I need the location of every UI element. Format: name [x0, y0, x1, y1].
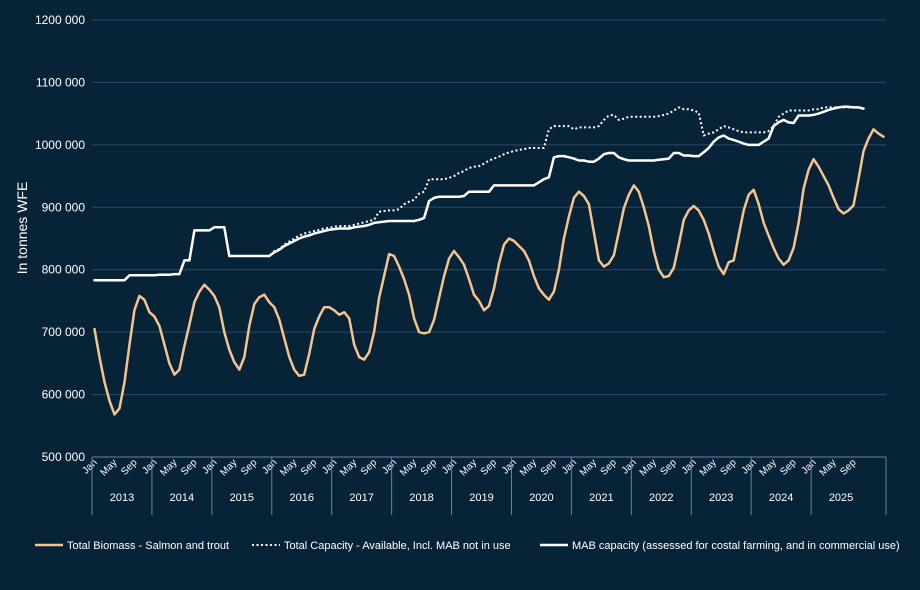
x-tick-label: Jan	[740, 457, 759, 476]
year-label: 2024	[769, 492, 793, 504]
year-label: 2021	[589, 492, 613, 504]
x-tick-label: May	[218, 457, 239, 478]
x-tick-label: Sep	[119, 457, 140, 478]
legend-label: Total Capacity - Available, Incl. MAB no…	[284, 540, 511, 552]
year-label: 2015	[230, 492, 254, 504]
x-tick-label: Sep	[539, 457, 560, 478]
year-label: 2017	[349, 492, 373, 504]
x-tick-label: Sep	[659, 457, 680, 478]
y-tick-label: 500 000	[42, 450, 86, 464]
total-capacity-line	[94, 106, 854, 282]
x-tick-label: Sep	[179, 457, 200, 478]
x-tick-label: May	[638, 457, 659, 478]
x-tick-label: May	[98, 457, 119, 478]
y-tick-label: 1100 000	[36, 75, 85, 89]
x-tick-label: Sep	[718, 457, 739, 478]
year-label: 2013	[110, 492, 134, 504]
x-tick-label: Jan	[620, 457, 639, 476]
year-label: 2014	[170, 492, 194, 504]
x-tick-label: May	[758, 457, 779, 478]
x-tick-label: Jan	[200, 457, 219, 476]
legend: Total Biomass - Salmon and trout Total Ca…	[35, 540, 900, 552]
x-tick-label: May	[518, 457, 539, 478]
x-tick-label: Jan	[260, 457, 279, 476]
x-tick-label: Sep	[419, 457, 440, 478]
x-tick-label: Sep	[359, 457, 380, 478]
y-tick-label: 1200 000	[35, 13, 85, 27]
x-tick-label: May	[578, 457, 599, 478]
x-tick-label: Sep	[778, 457, 799, 478]
year-label: 2019	[469, 492, 493, 504]
biomass-line	[93, 128, 885, 416]
gridlines	[92, 19, 886, 396]
year-label: 2020	[529, 492, 553, 504]
y-tick-label: 900 000	[42, 200, 86, 214]
y-tick-label: 700 000	[42, 325, 86, 339]
year-label: 2025	[829, 492, 853, 504]
x-tick-label: May	[158, 457, 179, 478]
x-tick-label: Sep	[479, 457, 500, 478]
mab-capacity-line	[93, 105, 865, 282]
x-tick-label: Sep	[299, 457, 320, 478]
y-axis-ticks: 500 000 600 000 700 000 800 000 900 000 1000 …	[35, 13, 85, 464]
x-tick-label: Sep	[599, 457, 620, 478]
x-tick-label: Sep	[838, 457, 859, 478]
x-tick-label: May	[818, 457, 839, 478]
x-tick-label: Jan	[500, 457, 519, 476]
x-tick-label: Jan	[140, 457, 159, 476]
y-tick-label: 600 000	[42, 388, 86, 402]
x-tick-label: May	[698, 457, 719, 478]
x-tick-label: Jan	[380, 457, 399, 476]
legend-label: MAB capacity (assessed for costal farmin…	[572, 540, 900, 552]
x-tick-label: May	[338, 457, 359, 478]
x-tick-label: Jan	[320, 457, 339, 476]
y-tick-label: 1000 000	[35, 138, 85, 152]
series-lines	[93, 105, 885, 416]
x-tick-label: Jan	[680, 457, 699, 476]
x-tick-label: Jan	[440, 457, 459, 476]
x-tick-label: Sep	[239, 457, 260, 478]
x-tick-label: May	[278, 457, 299, 478]
legend-label: Total Biomass - Salmon and trout	[67, 540, 229, 552]
y-tick-label: 800 000	[42, 263, 86, 277]
year-label: 2023	[709, 492, 733, 504]
y-axis-label: In tonnes WFE	[14, 182, 30, 275]
x-tick-label: Jan	[560, 457, 579, 476]
x-tick-label: Jan	[800, 457, 819, 476]
x-tick-label: May	[398, 457, 419, 478]
x-tick-label: May	[458, 457, 479, 478]
year-label: 2016	[289, 492, 313, 504]
year-label: 2018	[409, 492, 433, 504]
year-label: 2022	[649, 492, 673, 504]
